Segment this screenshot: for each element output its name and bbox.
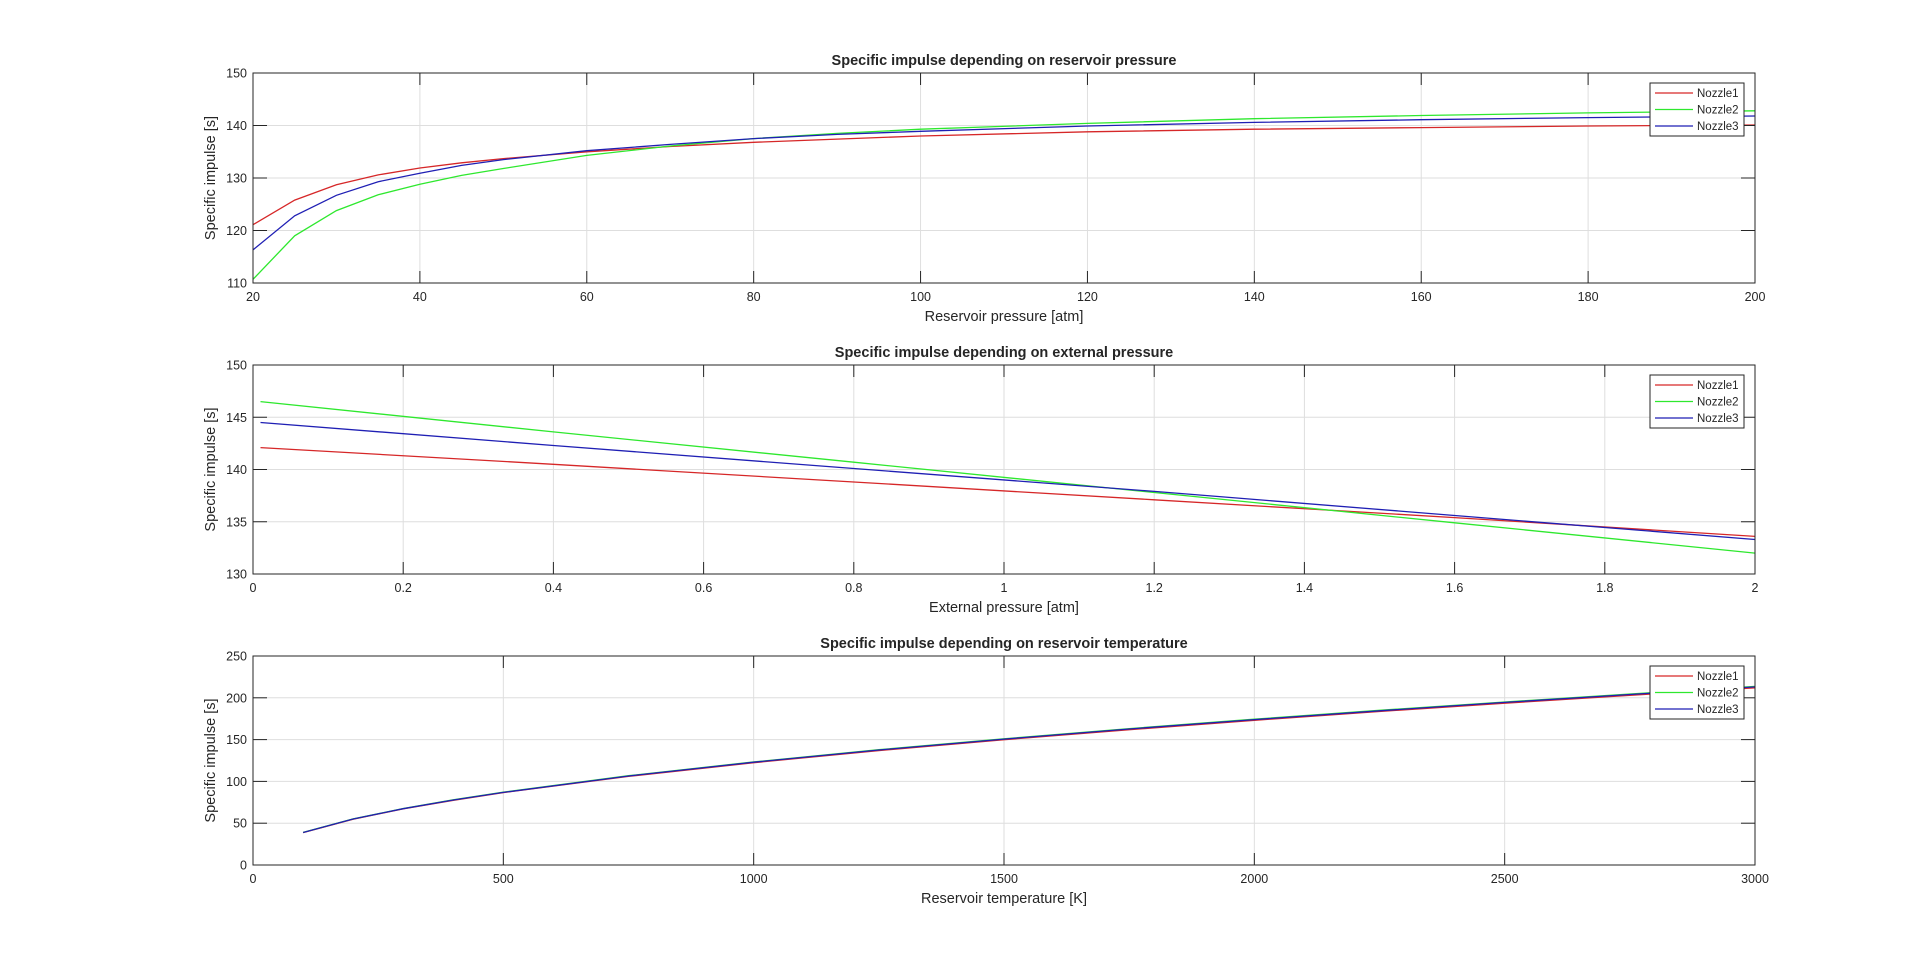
legend-label: Nozzle3 [1697, 704, 1739, 716]
x-tick-label: 0.6 [695, 581, 712, 595]
series-line-nozzle3 [260, 421, 1756, 541]
y-tick-label: 130 [226, 568, 247, 582]
x-tick-label: 0.2 [395, 581, 412, 595]
chart-title: Specific impulse depending on reservoir … [820, 636, 1187, 652]
y-axis-label: Specific impulse [s] [203, 116, 219, 240]
y-tick-label: 150 [226, 67, 247, 81]
x-tick-label: 2500 [1491, 872, 1519, 886]
legend-label: Nozzle2 [1697, 105, 1739, 117]
x-tick-label: 1.8 [1596, 581, 1613, 595]
legend-label: Nozzle1 [1697, 671, 1739, 683]
chart-title: Specific impulse depending on external p… [835, 345, 1173, 361]
y-tick-label: 120 [226, 224, 247, 238]
y-tick-label: 100 [226, 775, 247, 789]
x-tick-label: 2000 [1240, 872, 1268, 886]
x-tick-label: 160 [1411, 290, 1432, 304]
series-line-nozzle2 [260, 400, 1756, 554]
x-tick-label: 0 [250, 872, 257, 886]
y-tick-label: 250 [226, 650, 247, 664]
y-tick-label: 140 [226, 119, 247, 133]
y-tick-label: 150 [226, 733, 247, 747]
y-tick-label: 130 [226, 172, 247, 186]
y-tick-label: 50 [233, 817, 247, 831]
chart-3: 0 500 1000 1500 2000 2500 3000 0 50 100 150 200 250 S… [203, 636, 1769, 907]
x-tick-label: 0.4 [545, 581, 562, 595]
legend-label: Nozzle2 [1697, 397, 1739, 409]
legend-label: Nozzle3 [1697, 413, 1739, 425]
y-tick-label: 110 [227, 277, 247, 291]
x-tick-label: 1500 [990, 872, 1018, 886]
legend: Nozzle1 Nozzle2 Nozzle3 [1649, 374, 1745, 429]
legend-label: Nozzle3 [1697, 121, 1739, 133]
x-tick-label: 60 [580, 290, 594, 304]
x-tick-label: 2 [1752, 581, 1759, 595]
x-axis-label: Reservoir pressure [atm] [925, 309, 1084, 325]
x-tick-label: 40 [413, 290, 427, 304]
legend-label: Nozzle1 [1697, 380, 1739, 392]
legend-label: Nozzle2 [1697, 688, 1739, 700]
chart-1: 20 40 60 80 100 120 140 160 180 200 110 120 130 140 15… [203, 53, 1765, 325]
y-tick-label: 200 [226, 691, 247, 705]
series-line-nozzle2 [252, 110, 1756, 280]
x-tick-label: 200 [1745, 290, 1766, 304]
x-tick-label: 1.4 [1296, 581, 1313, 595]
y-axis-label: Specific impulse [s] [203, 407, 219, 531]
legend: Nozzle1 Nozzle2 Nozzle3 [1649, 665, 1745, 720]
x-tick-label: 120 [1077, 290, 1098, 304]
x-axis-label: Reservoir temperature [K] [921, 891, 1087, 907]
y-tick-label: 0 [240, 859, 247, 873]
chart-title: Specific impulse depending on reservoir … [832, 53, 1177, 69]
x-tick-label: 180 [1578, 290, 1599, 304]
series-line-nozzle1 [260, 446, 1756, 538]
series-line-nozzle3 [252, 115, 1756, 251]
y-axis-label: Specific impulse [s] [203, 698, 219, 822]
x-axis-label: External pressure [atm] [929, 600, 1079, 616]
y-tick-label: 150 [226, 359, 247, 373]
x-tick-label: 1.2 [1146, 581, 1163, 595]
x-tick-label: 100 [910, 290, 931, 304]
x-tick-label: 80 [747, 290, 761, 304]
legend: Nozzle1 Nozzle2 Nozzle3 [1649, 82, 1745, 137]
x-tick-label: 0.8 [845, 581, 862, 595]
x-tick-label: 0 [250, 581, 257, 595]
x-tick-label: 3000 [1741, 872, 1769, 886]
y-tick-label: 135 [226, 515, 247, 529]
legend-label: Nozzle1 [1697, 88, 1739, 100]
x-tick-label: 500 [493, 872, 514, 886]
x-tick-label: 20 [246, 290, 260, 304]
chart-2: 0 0.2 0.4 0.6 0.8 1 1.2 1.4 1.6 1.8 2 130 135 140 145 1… [203, 345, 1759, 616]
x-tick-label: 140 [1244, 290, 1265, 304]
x-tick-label: 1.6 [1446, 581, 1463, 595]
y-tick-label: 145 [226, 411, 247, 425]
y-tick-label: 140 [226, 463, 247, 477]
x-tick-label: 1000 [740, 872, 768, 886]
series-line-nozzle3 [302, 686, 1756, 834]
x-tick-label: 1 [1001, 581, 1008, 595]
